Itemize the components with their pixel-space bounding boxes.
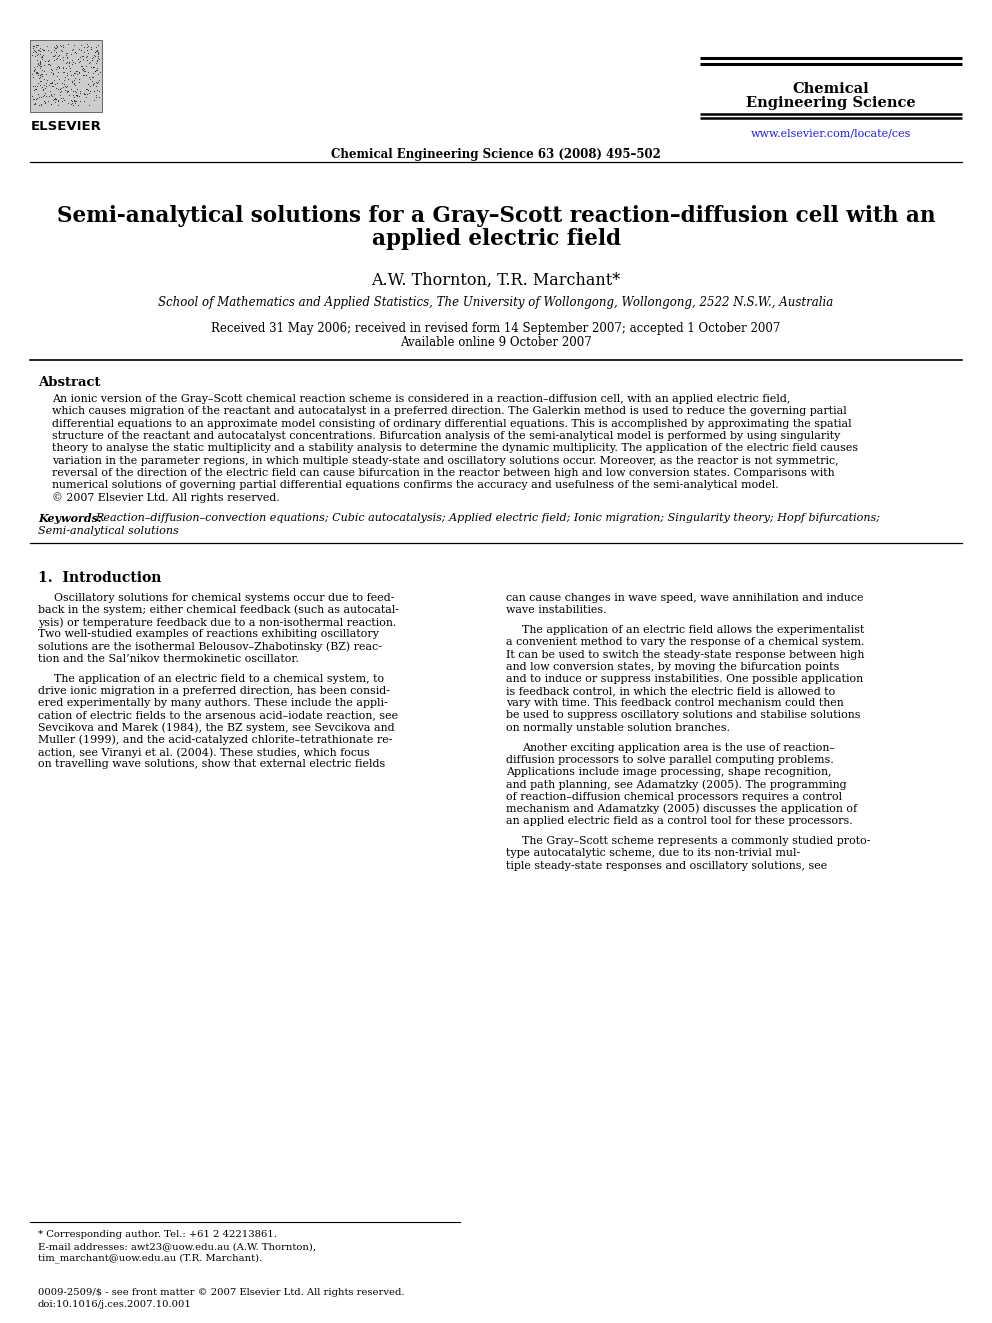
- Text: Semi-analytical solutions: Semi-analytical solutions: [38, 525, 179, 536]
- Bar: [30, 40, 102, 112]
- Text: The Gray–Scott scheme represents a commonly studied proto-: The Gray–Scott scheme represents a commo…: [522, 836, 871, 847]
- Text: Applications include image processing, shape recognition,: Applications include image processing, s…: [506, 767, 831, 778]
- Text: Semi-analytical solutions for a Gray–Scott reaction–diffusion cell with an: Semi-analytical solutions for a Gray–Sco…: [57, 205, 935, 228]
- Text: tim_marchant@uow.edu.au (T.R. Marchant).: tim_marchant@uow.edu.au (T.R. Marchant).: [38, 1253, 262, 1263]
- Text: Engineering Science: Engineering Science: [746, 97, 916, 110]
- Text: Muller (1999), and the acid-catalyzed chlorite–tetrathionate re-: Muller (1999), and the acid-catalyzed ch…: [38, 734, 393, 745]
- Text: Reaction–diffusion–convection equations; Cubic autocatalysis; Applied electric f: Reaction–diffusion–convection equations;…: [95, 513, 880, 523]
- Text: Chemical: Chemical: [793, 82, 869, 97]
- Text: ysis) or temperature feedback due to a non-isothermal reaction.: ysis) or temperature feedback due to a n…: [38, 617, 396, 627]
- Text: and path planning, see Adamatzky (2005). The programming: and path planning, see Adamatzky (2005).…: [506, 779, 846, 790]
- Text: on normally unstable solution branches.: on normally unstable solution branches.: [506, 722, 730, 733]
- Text: vary with time. This feedback control mechanism could then: vary with time. This feedback control me…: [506, 699, 844, 708]
- Text: a convenient method to vary the response of a chemical system.: a convenient method to vary the response…: [506, 638, 864, 647]
- Text: cation of electric fields to the arsenous acid–iodate reaction, see: cation of electric fields to the arsenou…: [38, 710, 398, 721]
- Text: ered experimentally by many authors. These include the appli-: ered experimentally by many authors. The…: [38, 699, 388, 708]
- Text: variation in the parameter regions, in which multiple steady-state and oscillato: variation in the parameter regions, in w…: [52, 455, 838, 466]
- Text: and to induce or suppress instabilities. One possible application: and to induce or suppress instabilities.…: [506, 673, 863, 684]
- Text: solutions are the isothermal Belousov–Zhabotinsky (BZ) reac-: solutions are the isothermal Belousov–Zh…: [38, 642, 382, 652]
- Text: theory to analyse the static multiplicity and a stability analysis to determine : theory to analyse the static multiplicit…: [52, 443, 858, 454]
- Text: Received 31 May 2006; received in revised form 14 September 2007; accepted 1 Oct: Received 31 May 2006; received in revise…: [211, 321, 781, 335]
- Text: doi:10.1016/j.ces.2007.10.001: doi:10.1016/j.ces.2007.10.001: [38, 1301, 191, 1308]
- Text: an applied electric field as a control tool for these processors.: an applied electric field as a control t…: [506, 816, 853, 826]
- Text: Abstract: Abstract: [38, 376, 100, 389]
- Text: can cause changes in wave speed, wave annihilation and induce: can cause changes in wave speed, wave an…: [506, 593, 863, 603]
- Text: The application of an electric field allows the experimentalist: The application of an electric field all…: [522, 624, 864, 635]
- Text: numerical solutions of governing partial differential equations confirms the acc: numerical solutions of governing partial…: [52, 480, 779, 490]
- Text: tiple steady-state responses and oscillatory solutions, see: tiple steady-state responses and oscilla…: [506, 861, 827, 871]
- Text: diffusion processors to solve parallel computing problems.: diffusion processors to solve parallel c…: [506, 755, 833, 765]
- Text: structure of the reactant and autocatalyst concentrations. Bifurcation analysis : structure of the reactant and autocataly…: [52, 431, 840, 441]
- Text: * Corresponding author. Tel.: +61 2 42213861.: * Corresponding author. Tel.: +61 2 4221…: [38, 1230, 277, 1240]
- Text: mechanism and Adamatzky (2005) discusses the application of: mechanism and Adamatzky (2005) discusses…: [506, 804, 857, 815]
- Text: A.W. Thornton, T.R. Marchant*: A.W. Thornton, T.R. Marchant*: [371, 273, 621, 288]
- Text: applied electric field: applied electric field: [371, 228, 621, 250]
- Text: is feedback control, in which the electric field is allowed to: is feedback control, in which the electr…: [506, 687, 835, 696]
- Text: ELSEVIER: ELSEVIER: [31, 120, 101, 134]
- Text: tion and the Sal’nikov thermokinetic oscillator.: tion and the Sal’nikov thermokinetic osc…: [38, 654, 299, 664]
- Text: Chemical Engineering Science 63 (2008) 495–502: Chemical Engineering Science 63 (2008) 4…: [331, 148, 661, 161]
- Text: An ionic version of the Gray–Scott chemical reaction scheme is considered in a r: An ionic version of the Gray–Scott chemi…: [52, 394, 791, 404]
- Text: Sevcikova and Marek (1984), the BZ system, see Sevcikova and: Sevcikova and Marek (1984), the BZ syste…: [38, 722, 395, 733]
- Text: School of Mathematics and Applied Statistics, The University of Wollongong, Woll: School of Mathematics and Applied Statis…: [159, 296, 833, 310]
- Text: Oscillatory solutions for chemical systems occur due to feed-: Oscillatory solutions for chemical syste…: [54, 593, 395, 603]
- Text: Another exciting application area is the use of reaction–: Another exciting application area is the…: [522, 744, 835, 753]
- Text: drive ionic migration in a preferred direction, has been consid-: drive ionic migration in a preferred dir…: [38, 687, 390, 696]
- Text: and low conversion states, by moving the bifurcation points: and low conversion states, by moving the…: [506, 662, 839, 672]
- Text: of reaction–diffusion chemical processors requires a control: of reaction–diffusion chemical processor…: [506, 791, 842, 802]
- Text: Keywords:: Keywords:: [38, 513, 102, 524]
- Text: It can be used to switch the steady-state response between high: It can be used to switch the steady-stat…: [506, 650, 864, 659]
- Text: wave instabilities.: wave instabilities.: [506, 605, 606, 615]
- Text: which causes migration of the reactant and autocatalyst in a preferred direction: which causes migration of the reactant a…: [52, 406, 847, 417]
- Text: E-mail addresses: awt23@uow.edu.au (A.W. Thornton),: E-mail addresses: awt23@uow.edu.au (A.W.…: [38, 1242, 316, 1252]
- Text: www.elsevier.com/locate/ces: www.elsevier.com/locate/ces: [751, 128, 912, 138]
- Text: reversal of the direction of the electric field can cause bifurcation in the rea: reversal of the direction of the electri…: [52, 468, 834, 478]
- Text: action, see Viranyi et al. (2004). These studies, which focus: action, see Viranyi et al. (2004). These…: [38, 747, 370, 758]
- Text: differential equations to an approximate model consisting of ordinary differenti: differential equations to an approximate…: [52, 418, 851, 429]
- Text: © 2007 Elsevier Ltd. All rights reserved.: © 2007 Elsevier Ltd. All rights reserved…: [52, 492, 280, 503]
- Text: be used to suppress oscillatory solutions and stabilise solutions: be used to suppress oscillatory solution…: [506, 710, 860, 721]
- Text: Available online 9 October 2007: Available online 9 October 2007: [400, 336, 592, 349]
- Text: Two well-studied examples of reactions exhibiting oscillatory: Two well-studied examples of reactions e…: [38, 630, 379, 639]
- Text: type autocatalytic scheme, due to its non-trivial mul-: type autocatalytic scheme, due to its no…: [506, 848, 801, 859]
- Text: back in the system; either chemical feedback (such as autocatal-: back in the system; either chemical feed…: [38, 605, 399, 615]
- Text: The application of an electric field to a chemical system, to: The application of an electric field to …: [54, 673, 384, 684]
- Text: 0009-2509/$ - see front matter © 2007 Elsevier Ltd. All rights reserved.: 0009-2509/$ - see front matter © 2007 El…: [38, 1289, 405, 1297]
- Text: 1.  Introduction: 1. Introduction: [38, 570, 162, 585]
- Text: on travelling wave solutions, show that external electric fields: on travelling wave solutions, show that …: [38, 759, 385, 769]
